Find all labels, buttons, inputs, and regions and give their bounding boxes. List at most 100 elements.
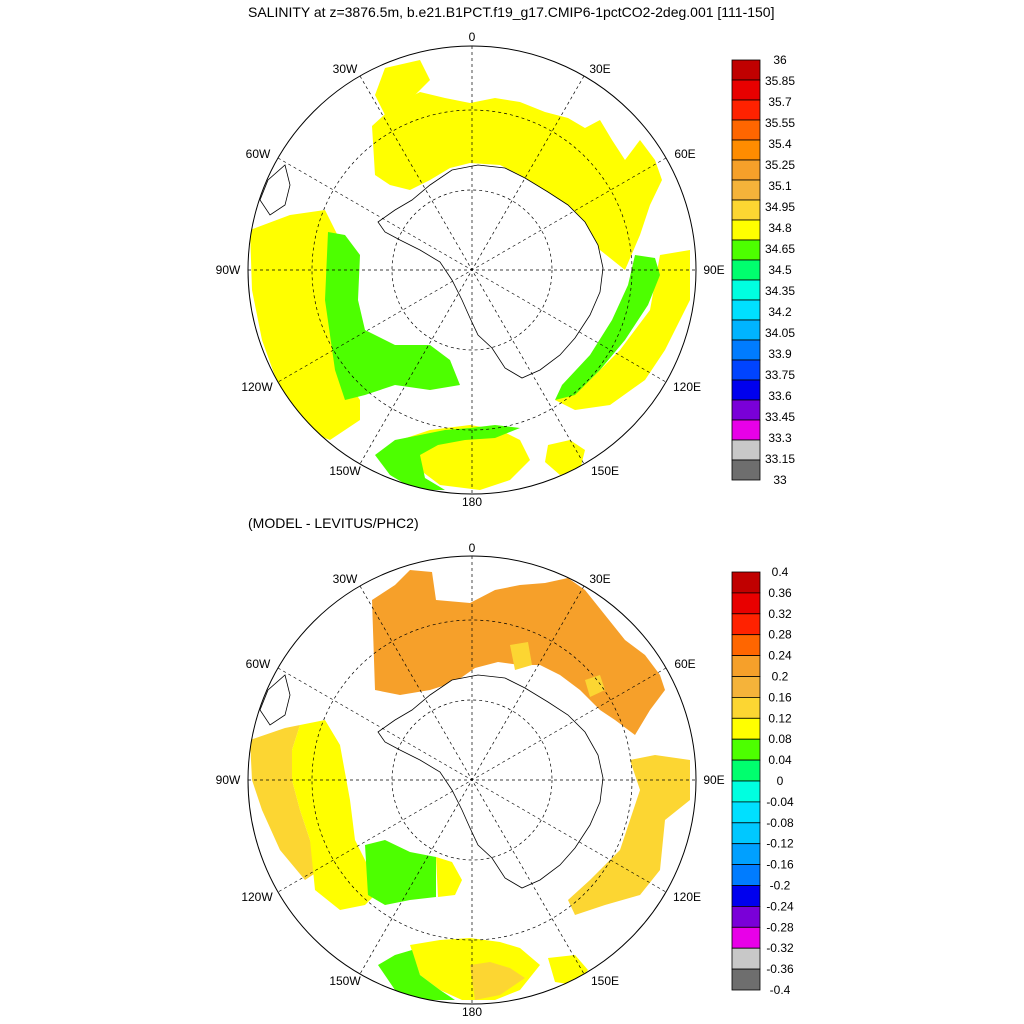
colorbar-tick-label: 34.65 <box>765 242 795 256</box>
colorbar-tick-label: 0.2 <box>772 670 789 684</box>
map2-lon-label: 90W <box>216 773 241 787</box>
map1-region-green-indian <box>555 255 660 400</box>
map2-lon-label: 60W <box>246 657 271 671</box>
map2-region-green-south <box>378 950 455 1000</box>
map1: 0 30E 60E 90E 120E 150E 180 150W 120W 90… <box>216 30 796 509</box>
colorbar-swatch <box>731 219 761 241</box>
colorbar-swatch <box>731 419 761 441</box>
colorbar-swatch <box>731 801 761 824</box>
colorbar-tick-label: 0.4 <box>772 565 789 579</box>
map2-region-yellow-pacific-right <box>436 857 462 897</box>
map1-lon-label: 90E <box>703 263 724 277</box>
map2-lon-label: 30W <box>333 572 358 586</box>
map1-lon-label: 180 <box>462 495 482 509</box>
colorbar-swatch <box>731 399 761 421</box>
colorbar-tick-label: 0.36 <box>768 586 792 600</box>
colorbar-swatch <box>731 717 761 740</box>
map1-lon-label: 120W <box>241 380 273 394</box>
colorbar-swatch <box>731 459 761 481</box>
colorbar-tick-label: 0.12 <box>768 711 792 725</box>
colorbar-swatch <box>731 439 761 461</box>
map2-region-yellow-west <box>292 720 385 910</box>
map1-region-green-pacific <box>325 232 460 400</box>
map1-region-green-south <box>375 425 520 490</box>
colorbar-tick-label: 35.1 <box>768 179 792 193</box>
colorbar-tick-label: 33.75 <box>765 368 795 382</box>
map2-lon-label: 150E <box>591 974 619 988</box>
colorbar-swatch <box>731 319 761 341</box>
colorbar-tick-label: 33.45 <box>765 410 795 424</box>
map1-region-yellow-atlantic <box>372 92 662 270</box>
colorbar-tick-label: 0.08 <box>768 732 792 746</box>
colorbar-swatch <box>731 843 761 866</box>
colorbar-tick-label: 33.6 <box>768 389 792 403</box>
colorbar-tick-label: 33.3 <box>768 431 792 445</box>
map2-region-lightorange-south <box>470 962 525 1000</box>
map2: 0 30E 60E 90E 120E 150E 180 150W 120W 90… <box>216 541 794 1019</box>
map2-lon-label: 60E <box>674 657 695 671</box>
colorbar-tick-label: -0.08 <box>766 816 794 830</box>
colorbar-tick-label: -0.24 <box>766 899 794 913</box>
colorbar-tick-label: 33 <box>773 473 787 487</box>
map2-region-yellow-atl-patch <box>510 642 532 670</box>
map1-fill <box>250 60 690 490</box>
colorbar-tick-label: 35.85 <box>765 74 795 88</box>
colorbar-tick-label: 34.35 <box>765 284 795 298</box>
map2-border <box>247 555 697 1005</box>
colorbar-tick-label: -0.4 <box>770 983 791 997</box>
map1-southamerica <box>259 164 291 216</box>
map1-colorbar: 36 35.85 35.7 35.55 35.4 35.25 35.1 34.95 34.8 34… <box>731 53 795 487</box>
map1-lon-label: 60W <box>246 147 271 161</box>
colorbar-swatch <box>731 359 761 381</box>
map2-lon-label: 180 <box>462 1005 482 1019</box>
colorbar-tick-label: 0.28 <box>768 628 792 642</box>
map2-region-yellow-se <box>548 955 588 985</box>
colorbar-swatch <box>731 259 761 281</box>
colorbar-swatch <box>731 697 761 719</box>
colorbar-tick-label: 0.24 <box>768 649 792 663</box>
map2-lon-label: 90E <box>703 773 724 787</box>
colorbar-swatch <box>731 119 761 141</box>
map1-lon-label: 90W <box>216 263 241 277</box>
colorbar-swatch <box>731 864 761 886</box>
colorbar-swatch <box>731 738 761 761</box>
colorbar-swatch <box>731 947 761 970</box>
map2-lon-label: 30E <box>589 572 610 586</box>
map1-lon-labels: 0 30E 60E 90E 120E 150E 180 150W 120W 90… <box>216 30 725 509</box>
map2-southamerica <box>259 674 291 726</box>
map1-lon-label: 30E <box>589 62 610 76</box>
colorbar-swatch <box>731 99 761 121</box>
map1-lon-label: 150W <box>329 464 361 478</box>
map1-lon-label: 60E <box>674 147 695 161</box>
colorbar-tick-label: 0.32 <box>768 607 792 621</box>
colorbar-tick-label: 0 <box>777 774 784 788</box>
map2-region-lightorange-east <box>568 755 690 915</box>
map2-region-green-pacific <box>365 840 436 905</box>
colorbar-tick-label: -0.36 <box>766 962 794 976</box>
colorbar-swatch <box>731 199 761 221</box>
map1-antarctica <box>377 164 604 379</box>
colorbar-tick-label: 33.9 <box>768 347 792 361</box>
colorbar-swatch <box>731 179 761 201</box>
map2-fill <box>250 570 690 1000</box>
colorbar-swatch <box>731 885 761 907</box>
map1-lon-label: 0 <box>469 30 476 44</box>
colorbar-tick-label: 35.25 <box>765 158 795 172</box>
colorbar-swatch <box>731 279 761 301</box>
colorbar-swatch <box>731 759 761 782</box>
colorbar-tick-label: 35.7 <box>768 95 792 109</box>
map2-colorbar: 0.4 0.36 0.32 0.28 0.24 0.2 0.16 0.12 0.08 0.04 0 -… <box>731 565 794 997</box>
colorbar-swatch <box>731 571 761 594</box>
colorbar-tick-label: -0.12 <box>766 837 794 851</box>
colorbar-swatch <box>731 655 761 677</box>
colorbar-tick-label: 0.16 <box>768 690 792 704</box>
colorbar-tick-label: 34.8 <box>768 221 792 235</box>
map1-grid <box>248 46 696 494</box>
map2-antarctica <box>377 674 604 889</box>
colorbar-swatch <box>731 906 761 928</box>
colorbar-swatch <box>731 299 761 321</box>
colorbar-swatch <box>731 159 761 181</box>
colorbar-swatch <box>731 676 761 698</box>
map1-border <box>247 45 697 495</box>
